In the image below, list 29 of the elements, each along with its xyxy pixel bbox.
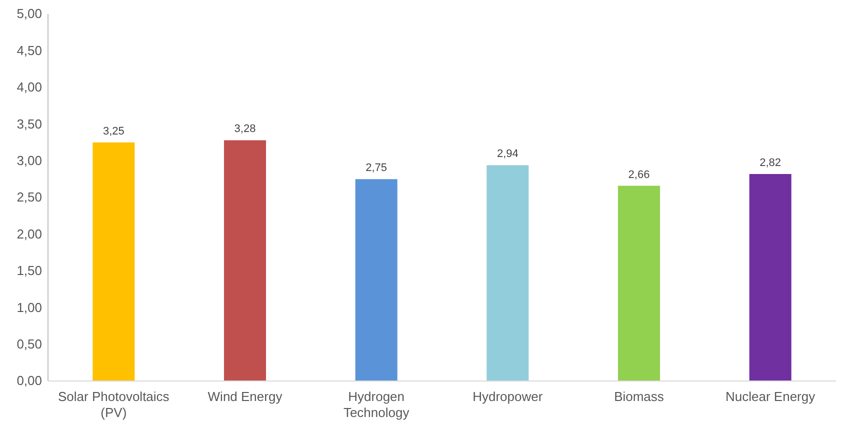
y-tick-label: 3,00: [16, 152, 42, 168]
x-tick-label: Solar Photovoltaics (PV): [58, 389, 170, 420]
data-label: 2,75: [366, 162, 388, 174]
y-tick-label: 0,00: [16, 373, 42, 388]
y-tick-label: 0,50: [16, 336, 42, 352]
y-tick-label: 2,00: [16, 226, 42, 242]
bar: [224, 140, 266, 381]
bar: [486, 165, 529, 381]
y-tick-label: 4,00: [16, 80, 42, 95]
x-tick-label: Nuclear Energy: [726, 389, 816, 404]
x-tick-label: Hydropower: [472, 389, 544, 404]
y-tick-label: 4,50: [16, 42, 42, 58]
bar: [749, 174, 792, 381]
y-tick-label: 1,00: [16, 300, 42, 315]
data-label: 2,82: [760, 157, 782, 170]
bar: [618, 186, 660, 381]
y-tick-label: 2,50: [16, 190, 42, 205]
data-label: 3,28: [234, 123, 256, 136]
data-label: 3,25: [102, 125, 124, 138]
data-label: 2,94: [496, 148, 518, 160]
y-tick-label: 1,50: [16, 263, 42, 278]
y-tick-label: 3,50: [16, 116, 42, 132]
y-tick-label: 5,00: [16, 6, 42, 22]
x-tick-label: Wind Energy: [208, 389, 283, 404]
data-label: 2,66: [628, 168, 650, 181]
x-tick-label: Biomass: [614, 389, 664, 404]
bar: [92, 142, 135, 381]
x-tick-label: Hydrogen Technology: [343, 389, 410, 420]
bar: [355, 179, 398, 381]
